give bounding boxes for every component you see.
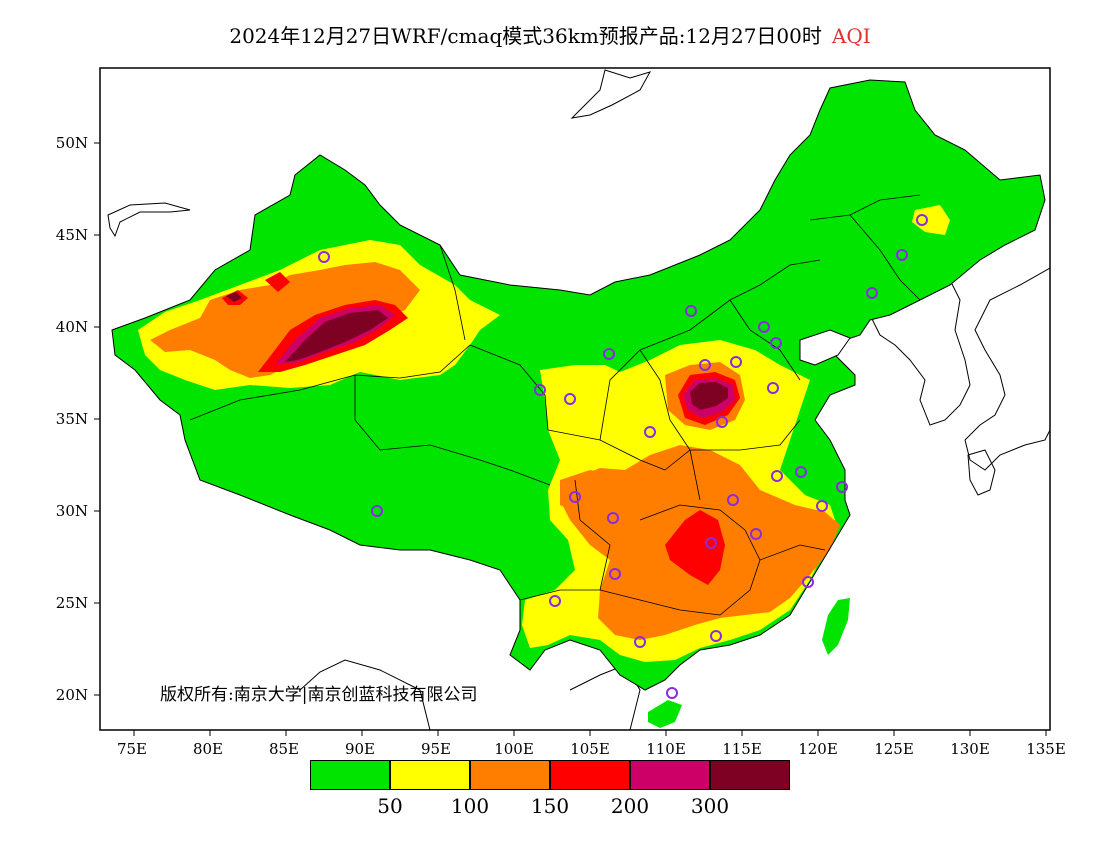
aqi-region-unhealthy-dot2 xyxy=(265,272,290,292)
legend-swatch xyxy=(710,760,790,790)
sakhalin-outline xyxy=(570,69,652,119)
station-marker xyxy=(318,251,330,263)
aqi-region-hazardous-henan xyxy=(690,382,728,410)
station-marker xyxy=(371,505,383,517)
aqi-region-usg-xinjiang xyxy=(150,262,420,378)
station-marker xyxy=(609,568,621,580)
taiwan-island xyxy=(822,598,850,655)
station-marker xyxy=(758,321,770,333)
japan-outline xyxy=(964,267,1050,471)
legend-label: 200 xyxy=(610,794,650,818)
province-borders xyxy=(189,194,921,616)
station-marker xyxy=(699,359,711,371)
station-marker xyxy=(644,426,656,438)
y-tick-label: 40N xyxy=(56,318,88,336)
legend-label: 50 xyxy=(377,794,403,818)
x-tick-label: 100E xyxy=(494,740,534,758)
aqi-region-hazardous-tarim xyxy=(285,310,388,362)
legend-swatch xyxy=(310,760,390,790)
x-tick-label: 90E xyxy=(345,740,375,758)
y-tick-label: 25N xyxy=(56,594,88,612)
lake-balkhash-outline xyxy=(107,202,191,238)
x-tick-label: 135E xyxy=(1026,740,1066,758)
station-marker xyxy=(767,382,779,394)
x-tick-label: 130E xyxy=(950,740,990,758)
station-marker xyxy=(730,356,742,368)
aqi-region-veryunhealthy-dot xyxy=(226,292,242,302)
station-marker xyxy=(727,494,739,506)
y-tick-label: 50N xyxy=(56,134,88,152)
y-axis xyxy=(94,142,100,696)
station-marker xyxy=(607,512,619,524)
station-marker xyxy=(710,630,722,642)
aqi-region-moderate-northeast xyxy=(912,205,950,235)
station-marker xyxy=(802,576,814,588)
x-tick-label: 115E xyxy=(722,740,762,758)
color-legend xyxy=(310,760,791,792)
station-marker xyxy=(549,595,561,607)
x-tick-label: 75E xyxy=(117,740,147,758)
station-marker xyxy=(750,528,762,540)
station-marker xyxy=(534,384,546,396)
aqi-region-unhealthy-hunan xyxy=(665,510,725,585)
legend-label: 100 xyxy=(450,794,490,818)
station-marker xyxy=(836,481,848,493)
legend-swatch xyxy=(390,760,470,790)
map-frame xyxy=(99,67,1051,731)
x-tick-label: 110E xyxy=(646,740,686,758)
map-title: 2024年12月27日WRF/cmaq模式36km预报产品:12月27日00时 A… xyxy=(0,20,1100,49)
station-marker xyxy=(564,393,576,405)
kyushu-outline xyxy=(967,449,996,496)
station-marker xyxy=(770,337,782,349)
station-marker xyxy=(666,687,678,699)
y-tick-label: 20N xyxy=(56,686,88,704)
y-tick-label: 30N xyxy=(56,502,88,520)
station-marker xyxy=(795,466,807,478)
station-marker xyxy=(685,305,697,317)
copyright-notice: 版权所有:南京大学|南京创蓝科技有限公司 xyxy=(160,685,478,705)
map-title-main: 2024年12月27日WRF/cmaq模式36km预报产品:12月27日00时 xyxy=(229,24,822,48)
x-axis xyxy=(133,730,1047,736)
x-tick-label: 95E xyxy=(421,740,451,758)
x-tick-label: 125E xyxy=(874,740,914,758)
x-tick-label: 80E xyxy=(193,740,223,758)
x-tick-label: 105E xyxy=(570,740,610,758)
station-marker xyxy=(716,416,728,428)
x-tick-label: 85E xyxy=(269,740,299,758)
hainan-island xyxy=(648,700,682,728)
y-tick-label: 45N xyxy=(56,226,88,244)
station-marker xyxy=(866,287,878,299)
station-marker xyxy=(771,470,783,482)
legend-swatch xyxy=(630,760,710,790)
station-marker xyxy=(916,214,928,226)
y-tick-label: 35N xyxy=(56,410,88,428)
city-stations xyxy=(318,214,928,699)
station-marker xyxy=(634,636,646,648)
station-marker xyxy=(705,537,717,549)
station-marker xyxy=(816,500,828,512)
legend-label: 300 xyxy=(690,794,730,818)
map-title-variable: AQI xyxy=(831,24,871,48)
legend-label: 150 xyxy=(530,794,570,818)
station-marker xyxy=(896,249,908,261)
legend-swatch xyxy=(550,760,630,790)
station-marker xyxy=(569,491,581,503)
station-marker xyxy=(603,348,615,360)
legend-swatch xyxy=(470,760,550,790)
china-border xyxy=(111,79,1046,691)
x-tick-label: 120E xyxy=(798,740,838,758)
bohai-coast xyxy=(799,329,851,366)
